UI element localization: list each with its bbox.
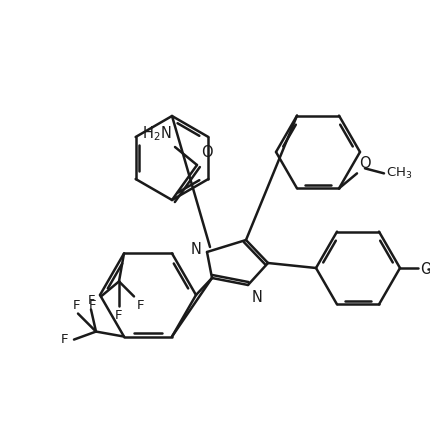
Text: F: F bbox=[137, 299, 144, 312]
Text: F: F bbox=[89, 299, 96, 312]
Text: N: N bbox=[252, 290, 263, 305]
Text: F: F bbox=[115, 309, 123, 322]
Text: N: N bbox=[191, 243, 202, 257]
Text: O: O bbox=[420, 262, 430, 276]
Text: O: O bbox=[359, 156, 371, 171]
Text: F: F bbox=[87, 293, 95, 306]
Text: CH$_3$: CH$_3$ bbox=[386, 166, 412, 181]
Text: F: F bbox=[61, 333, 68, 346]
Text: F: F bbox=[72, 299, 80, 312]
Text: H$_2$N: H$_2$N bbox=[142, 124, 172, 143]
Text: O: O bbox=[201, 145, 212, 160]
